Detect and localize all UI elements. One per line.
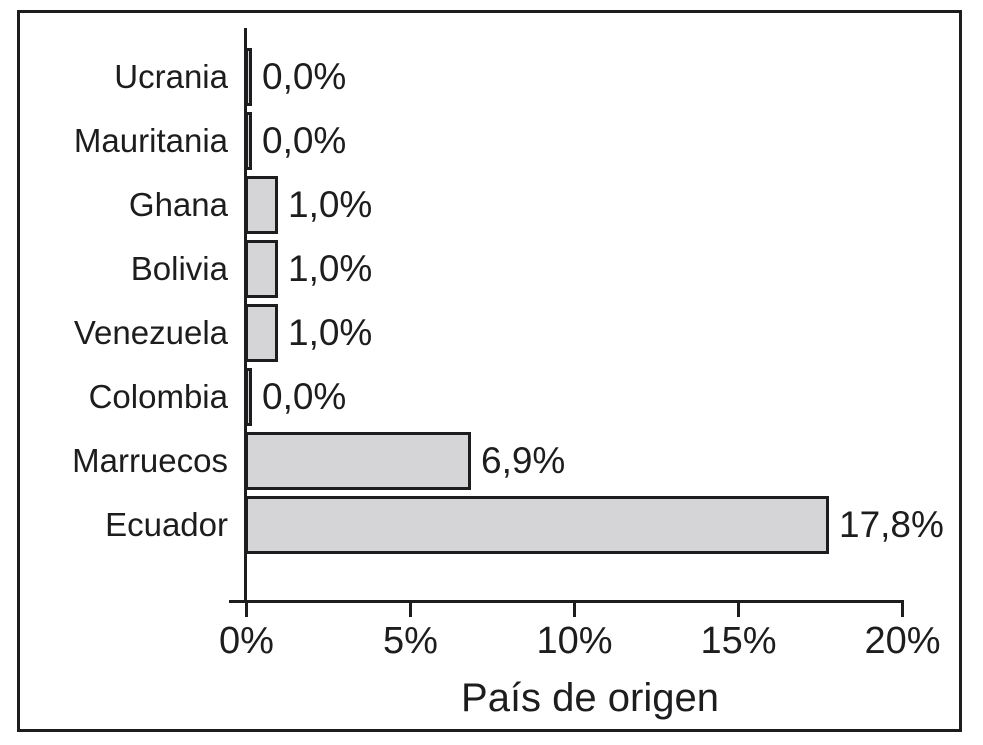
category-label: Venezuela bbox=[73, 314, 228, 351]
value-label: 1,0% bbox=[288, 312, 373, 353]
category-label: Ecuador bbox=[105, 506, 228, 543]
bar bbox=[245, 48, 252, 106]
bar bbox=[245, 368, 252, 426]
x-axis-line bbox=[229, 600, 904, 603]
x-tick-label: 0% bbox=[219, 620, 274, 662]
value-label: 0,0% bbox=[262, 120, 347, 161]
value-label: 17,8% bbox=[839, 504, 944, 545]
value-label: 6,9% bbox=[481, 440, 566, 481]
x-tick-mark bbox=[409, 600, 412, 617]
x-axis-title: País de origen bbox=[461, 676, 719, 720]
value-label: 1,0% bbox=[288, 248, 373, 289]
x-tick-mark bbox=[901, 600, 904, 617]
bar bbox=[245, 432, 471, 490]
bar bbox=[245, 112, 252, 170]
bar bbox=[245, 176, 278, 234]
x-tick-label: 20% bbox=[864, 620, 941, 662]
x-tick-label: 5% bbox=[383, 620, 438, 662]
category-label: Bolivia bbox=[130, 250, 228, 287]
x-tick-mark bbox=[245, 600, 248, 617]
x-tick-label: 15% bbox=[700, 620, 777, 662]
category-label: Colombia bbox=[88, 378, 228, 415]
bar bbox=[245, 240, 278, 298]
value-label: 0,0% bbox=[262, 376, 347, 417]
chart-frame bbox=[17, 10, 962, 732]
value-label: 0,0% bbox=[262, 56, 347, 97]
category-label: Marruecos bbox=[72, 442, 228, 479]
bar bbox=[245, 496, 829, 554]
x-tick-mark bbox=[737, 600, 740, 617]
category-label: Ucrania bbox=[114, 58, 228, 95]
value-label: 1,0% bbox=[288, 184, 373, 225]
x-tick-mark bbox=[573, 600, 576, 617]
category-label: Mauritania bbox=[73, 122, 228, 159]
bar bbox=[245, 304, 278, 362]
x-tick-label: 10% bbox=[536, 620, 613, 662]
category-label: Ghana bbox=[128, 186, 228, 223]
